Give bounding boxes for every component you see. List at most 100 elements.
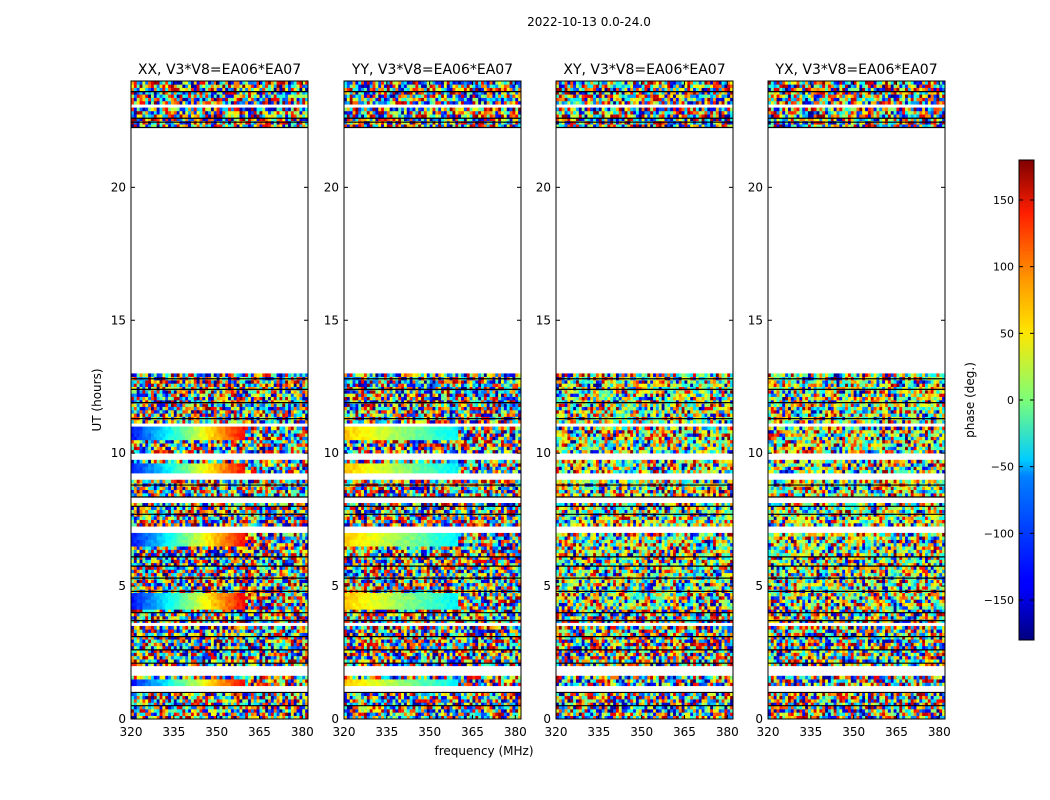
heat-cell bbox=[176, 632, 180, 637]
heat-cell bbox=[136, 579, 140, 584]
heat-cell bbox=[242, 539, 246, 544]
heat-cell bbox=[265, 516, 269, 520]
heat-cell bbox=[259, 549, 263, 554]
heat-cell bbox=[202, 466, 206, 471]
heat-cell bbox=[299, 709, 303, 713]
heat-cell bbox=[168, 552, 172, 557]
heat-cell bbox=[248, 443, 252, 447]
heat-cell bbox=[242, 436, 246, 441]
heat-cell bbox=[228, 419, 232, 424]
heat-cell bbox=[156, 625, 160, 630]
heat-cell bbox=[148, 582, 152, 587]
heat-cell bbox=[282, 566, 286, 570]
heat-cell bbox=[179, 429, 183, 434]
heat-cell bbox=[222, 506, 226, 510]
heat-cell bbox=[273, 516, 277, 520]
heat-cell bbox=[165, 682, 169, 687]
heat-cell bbox=[253, 469, 257, 474]
heat-cell bbox=[190, 566, 195, 570]
heat-cell bbox=[245, 439, 249, 444]
heat-cell bbox=[242, 466, 246, 471]
heat-cell bbox=[273, 695, 277, 700]
heat-cell bbox=[245, 493, 249, 497]
heat-cell bbox=[230, 659, 235, 663]
heat-cell bbox=[193, 562, 197, 567]
heat-cell bbox=[150, 446, 155, 451]
heat-cell bbox=[299, 449, 303, 454]
heat-cell bbox=[216, 400, 220, 404]
heat-cell bbox=[248, 596, 252, 600]
heat-cell bbox=[133, 642, 137, 647]
heat-cell bbox=[202, 469, 206, 474]
heat-cell bbox=[185, 606, 189, 610]
heat-cell bbox=[219, 639, 223, 643]
heat-cell bbox=[162, 639, 166, 643]
heat-cell bbox=[162, 602, 166, 607]
heat-cell bbox=[188, 699, 192, 703]
heat-cell bbox=[159, 709, 163, 713]
heat-cell bbox=[210, 552, 215, 557]
heat-cell bbox=[296, 635, 300, 640]
heat-cell bbox=[228, 632, 232, 637]
heat-cell bbox=[188, 489, 192, 494]
heat-cell bbox=[239, 596, 243, 600]
heat-cell bbox=[273, 559, 277, 564]
heat-cell bbox=[268, 612, 272, 617]
heat-cell bbox=[302, 562, 306, 567]
heat-cell bbox=[236, 536, 240, 540]
heat-cell bbox=[248, 439, 252, 444]
heat-cell bbox=[190, 516, 195, 520]
heat-cell bbox=[225, 712, 229, 716]
heat-cell bbox=[188, 569, 192, 574]
heat-cell bbox=[242, 642, 246, 647]
heat-cell bbox=[202, 429, 206, 434]
heat-cell bbox=[268, 406, 272, 411]
heat-cell bbox=[216, 639, 220, 643]
heat-cell bbox=[253, 569, 257, 574]
heat-cell bbox=[270, 549, 275, 554]
heat-cell bbox=[268, 655, 272, 660]
heat-cell bbox=[290, 459, 295, 464]
heat-cell bbox=[242, 702, 246, 707]
heat-cell bbox=[196, 439, 200, 444]
heat-cell bbox=[256, 712, 260, 716]
heat-cell bbox=[213, 599, 217, 603]
heat-cell bbox=[302, 549, 306, 554]
heat-cell bbox=[150, 556, 155, 560]
heat-cell bbox=[236, 489, 240, 494]
heat-cell bbox=[268, 419, 272, 424]
heat-cell bbox=[219, 403, 223, 407]
heat-cell bbox=[170, 615, 175, 620]
heat-cell bbox=[142, 459, 146, 464]
heat-cell bbox=[245, 413, 249, 417]
heat-cell bbox=[162, 625, 166, 630]
heat-cell bbox=[268, 486, 272, 491]
heat-cell bbox=[176, 426, 180, 431]
heat-cell bbox=[253, 582, 257, 587]
heat-cell bbox=[176, 439, 180, 444]
heat-cell bbox=[159, 712, 163, 716]
heat-cell bbox=[250, 532, 255, 537]
heat-cell bbox=[302, 606, 306, 610]
heat-cell bbox=[162, 552, 166, 557]
heat-cell bbox=[199, 403, 203, 407]
heat-cell bbox=[290, 612, 295, 617]
heat-cell bbox=[236, 446, 240, 451]
heat-cell bbox=[156, 519, 160, 524]
heat-cell bbox=[279, 675, 283, 680]
heat-cell bbox=[219, 629, 223, 633]
heat-cell bbox=[265, 522, 269, 527]
heat-cell bbox=[133, 699, 137, 703]
heat-cell bbox=[265, 655, 269, 660]
heat-cell bbox=[250, 715, 255, 719]
heat-cell bbox=[148, 592, 152, 597]
heat-cell bbox=[176, 579, 180, 584]
heat-cell bbox=[282, 489, 286, 494]
heat-cell bbox=[228, 709, 232, 713]
heat-cell bbox=[290, 522, 295, 527]
heat-cell bbox=[153, 439, 157, 444]
heat-cell bbox=[131, 413, 135, 417]
heat-cell bbox=[168, 446, 172, 451]
heat-cell bbox=[139, 692, 143, 697]
heat-cell bbox=[185, 433, 189, 437]
